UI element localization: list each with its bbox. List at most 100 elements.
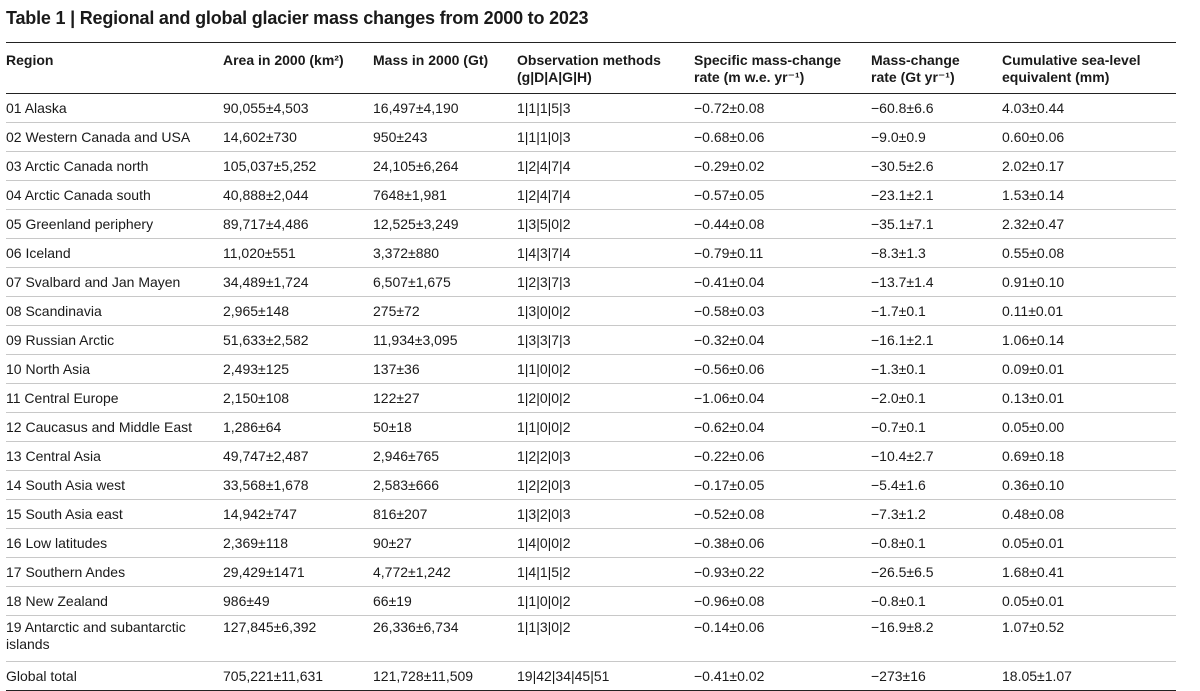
cell-observation-methods: 1|2|2|0|3 [517, 441, 694, 471]
cell-sea-level-equivalent: 0.36±0.10 [1002, 470, 1176, 500]
cell-region: 11 Central Europe [6, 383, 223, 413]
cell-mass: 122±27 [373, 383, 517, 413]
cell-region: 03 Arctic Canada north [6, 151, 223, 181]
cell-specific-rate: −0.58±0.03 [694, 296, 871, 326]
cell-mass: 2,946±765 [373, 441, 517, 471]
header-region: Region [6, 47, 223, 94]
cell-specific-rate: −0.17±0.05 [694, 470, 871, 500]
cell-region: 10 North Asia [6, 354, 223, 384]
cell-region: 08 Scandinavia [6, 296, 223, 326]
cell-area: 705,221±11,631 [223, 661, 373, 691]
cell-mass: 24,105±6,264 [373, 151, 517, 181]
cell-mass-change-rate: −35.1±7.1 [871, 209, 1002, 239]
table-row: 01 Alaska 90,055±4,503 16,497±4,190 1|1|1|5… [6, 93, 1176, 123]
cell-specific-rate: −0.38±0.06 [694, 528, 871, 558]
cell-area: 89,717±4,486 [223, 209, 373, 239]
cell-area: 11,020±551 [223, 238, 373, 268]
cell-region: 07 Svalbard and Jan Mayen [6, 267, 223, 297]
cell-mass-change-rate: −16.9±8.2 [871, 615, 1002, 662]
cell-area: 986±49 [223, 586, 373, 616]
cell-observation-methods: 1|2|0|0|2 [517, 383, 694, 413]
cell-mass-change-rate: −0.8±0.1 [871, 586, 1002, 616]
cell-region: 05 Greenland periphery [6, 209, 223, 239]
table-row: 09 Russian Arctic 51,633±2,582 11,934±3,09… [6, 325, 1176, 355]
table-row: 08 Scandinavia 2,965±148 275±72 1|3|0|0|2 −0… [6, 296, 1176, 326]
cell-mass-change-rate: −0.7±0.1 [871, 412, 1002, 442]
header-mass-change-rate: Mass-change rate (Gt yr⁻¹) [871, 47, 1002, 94]
cell-region: 16 Low latitudes [6, 528, 223, 558]
cell-observation-methods: 1|2|4|7|4 [517, 151, 694, 181]
cell-specific-rate: −0.96±0.08 [694, 586, 871, 616]
cell-region: 19 Antarctic and subantarctic islands [6, 615, 223, 662]
cell-area: 2,150±108 [223, 383, 373, 413]
cell-mass: 6,507±1,675 [373, 267, 517, 297]
cell-area: 40,888±2,044 [223, 180, 373, 210]
header-observation-methods: Observation methods (g|D|A|G|H) [517, 47, 694, 94]
cell-area: 29,429±1471 [223, 557, 373, 587]
cell-mass: 12,525±3,249 [373, 209, 517, 239]
cell-mass-change-rate: −273±16 [871, 661, 1002, 691]
cell-specific-rate: −0.68±0.06 [694, 122, 871, 152]
table-row-global-total: Global total 705,221±11,631 121,728±11,509… [6, 661, 1176, 691]
cell-sea-level-equivalent: 18.05±1.07 [1002, 661, 1176, 691]
table-row: 07 Svalbard and Jan Mayen 34,489±1,724 6,5… [6, 267, 1176, 297]
header-area: Area in 2000 (km²) [223, 47, 373, 94]
cell-mass-change-rate: −5.4±1.6 [871, 470, 1002, 500]
cell-area: 49,747±2,487 [223, 441, 373, 471]
cell-sea-level-equivalent: 0.60±0.06 [1002, 122, 1176, 152]
cell-region: 02 Western Canada and USA [6, 122, 223, 152]
cell-mass: 950±243 [373, 122, 517, 152]
cell-area: 105,037±5,252 [223, 151, 373, 181]
cell-sea-level-equivalent: 1.07±0.52 [1002, 615, 1176, 662]
cell-area: 2,493±125 [223, 354, 373, 384]
cell-sea-level-equivalent: 1.68±0.41 [1002, 557, 1176, 587]
cell-region: Global total [6, 661, 223, 691]
cell-mass: 90±27 [373, 528, 517, 558]
table-row: 05 Greenland periphery 89,717±4,486 12,525… [6, 209, 1176, 239]
cell-mass-change-rate: −2.0±0.1 [871, 383, 1002, 413]
cell-sea-level-equivalent: 4.03±0.44 [1002, 93, 1176, 123]
cell-sea-level-equivalent: 0.11±0.01 [1002, 296, 1176, 326]
cell-observation-methods: 1|2|4|7|4 [517, 180, 694, 210]
cell-region: 01 Alaska [6, 93, 223, 123]
cell-mass-change-rate: −23.1±2.1 [871, 180, 1002, 210]
cell-mass: 7648±1,981 [373, 180, 517, 210]
cell-specific-rate: −0.72±0.08 [694, 93, 871, 123]
cell-sea-level-equivalent: 2.32±0.47 [1002, 209, 1176, 239]
cell-observation-methods: 1|3|0|0|2 [517, 296, 694, 326]
cell-specific-rate: −0.52±0.08 [694, 499, 871, 529]
cell-sea-level-equivalent: 1.53±0.14 [1002, 180, 1176, 210]
table-row: 13 Central Asia 49,747±2,487 2,946±765 1|2|… [6, 441, 1176, 471]
cell-sea-level-equivalent: 0.69±0.18 [1002, 441, 1176, 471]
cell-mass: 2,583±666 [373, 470, 517, 500]
cell-mass-change-rate: −8.3±1.3 [871, 238, 1002, 268]
cell-area: 127,845±6,392 [223, 615, 373, 662]
cell-specific-rate: −0.29±0.02 [694, 151, 871, 181]
cell-mass-change-rate: −16.1±2.1 [871, 325, 1002, 355]
cell-region: 04 Arctic Canada south [6, 180, 223, 210]
cell-mass: 11,934±3,095 [373, 325, 517, 355]
cell-observation-methods: 1|3|5|0|2 [517, 209, 694, 239]
cell-specific-rate: −0.93±0.22 [694, 557, 871, 587]
cell-mass: 4,772±1,242 [373, 557, 517, 587]
table-row: 11 Central Europe 2,150±108 122±27 1|2|0|0|… [6, 383, 1176, 413]
cell-observation-methods: 1|1|0|0|2 [517, 354, 694, 384]
table-row: 16 Low latitudes 2,369±118 90±27 1|4|0|0|2−… [6, 528, 1176, 558]
cell-mass: 16,497±4,190 [373, 93, 517, 123]
cell-mass-change-rate: −1.3±0.1 [871, 354, 1002, 384]
cell-region: 15 South Asia east [6, 499, 223, 529]
cell-region: 13 Central Asia [6, 441, 223, 471]
cell-mass-change-rate: −13.7±1.4 [871, 267, 1002, 297]
cell-observation-methods: 1|3|2|0|3 [517, 499, 694, 529]
cell-region: 12 Caucasus and Middle East [6, 412, 223, 442]
cell-area: 34,489±1,724 [223, 267, 373, 297]
cell-sea-level-equivalent: 1.06±0.14 [1002, 325, 1176, 355]
cell-sea-level-equivalent: 0.05±0.01 [1002, 528, 1176, 558]
cell-specific-rate: −0.44±0.08 [694, 209, 871, 239]
cell-observation-methods: 19|42|34|45|51 [517, 661, 694, 691]
cell-specific-rate: −0.79±0.11 [694, 238, 871, 268]
table-row: 06 Iceland 11,020±551 3,372±880 1|4|3|7|4 −0… [6, 238, 1176, 268]
table-row: 02 Western Canada and USA 14,602±730 950±2… [6, 122, 1176, 152]
cell-region: 18 New Zealand [6, 586, 223, 616]
table-title: Table 1 | Regional and global glacier ma… [6, 8, 589, 28]
